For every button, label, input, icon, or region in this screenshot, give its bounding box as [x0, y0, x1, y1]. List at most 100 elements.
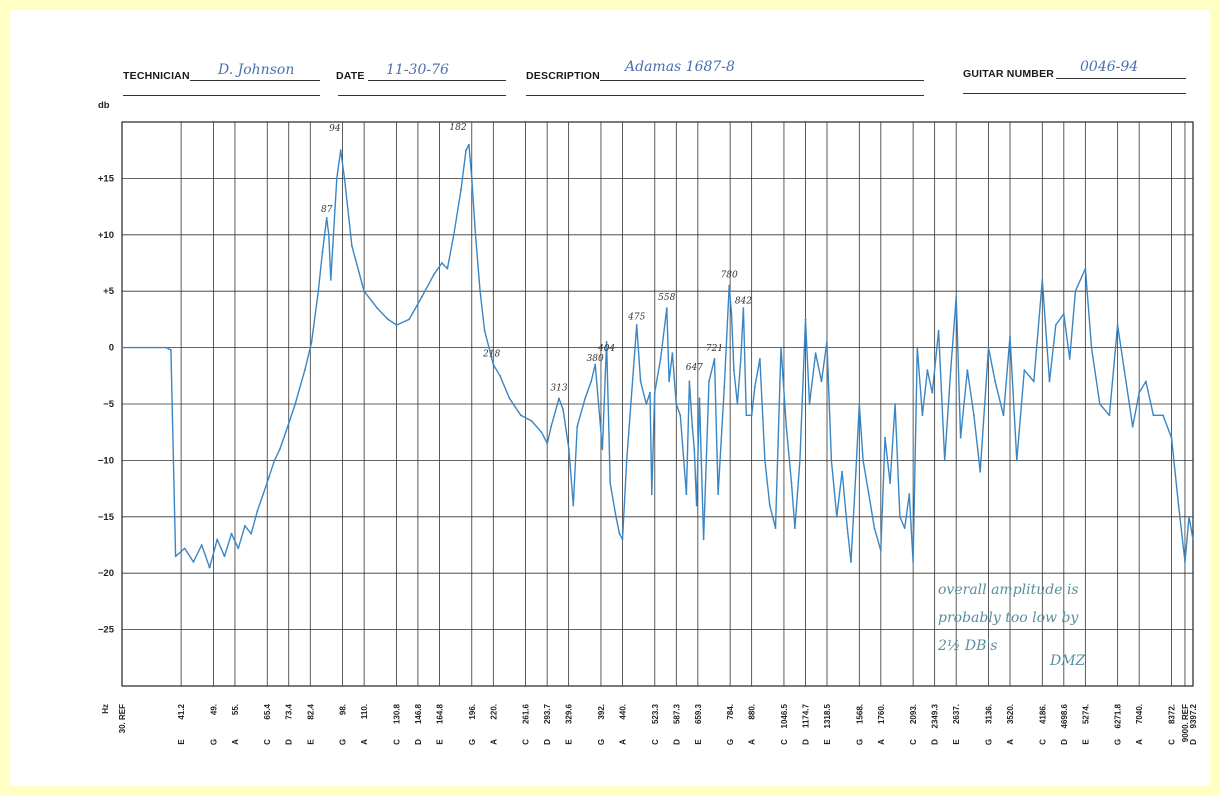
response-point — [376, 307, 379, 309]
response-point — [820, 380, 823, 383]
response-point — [708, 380, 710, 383]
response-point — [605, 341, 608, 343]
response-point — [903, 527, 906, 529]
response-point — [558, 397, 560, 400]
response-point — [329, 279, 332, 281]
response-point — [479, 290, 481, 293]
x-tick-note-label: G — [209, 739, 218, 745]
x-tick-hz-label: 9397.2 — [1189, 703, 1198, 728]
response-point — [912, 561, 914, 563]
guitar-number-underline — [1056, 78, 1186, 79]
x-tick-hz-label: 784. — [726, 704, 735, 720]
response-point — [343, 177, 346, 180]
response-point — [826, 341, 828, 343]
response-point — [550, 425, 552, 428]
response-point — [174, 555, 177, 558]
x-tick-note-label: C — [392, 739, 401, 745]
x-tick-hz-label: 392. — [597, 704, 606, 720]
y-tick-label: +5 — [103, 286, 115, 297]
frequency-response-chart: +15 +10 +5 0 −5 −10 −15 −20 −25 db 30. REF 41.2 E 49.… — [98, 100, 1198, 745]
response-point — [987, 346, 990, 349]
response-point — [421, 295, 423, 298]
x-tick-note-label: C — [522, 739, 531, 745]
response-point — [121, 346, 123, 349]
response-point — [546, 442, 549, 445]
response-point — [973, 414, 975, 417]
response-point — [693, 448, 696, 450]
x-tick-note-label: G — [1114, 739, 1123, 745]
x-tick-hz-label: 7040. — [1135, 704, 1144, 724]
response-point — [785, 425, 788, 428]
guitar-number-label: GUITAR NUMBER — [963, 68, 1055, 80]
x-tick-note-label: A — [618, 739, 627, 745]
technician-underline — [190, 80, 320, 81]
x-tick-note-label: E — [435, 739, 444, 745]
response-point — [1131, 425, 1134, 428]
response-point — [1177, 504, 1180, 507]
x-tick-note-label: G — [339, 739, 348, 745]
x-tick-hz-label: 49. — [209, 704, 218, 715]
x-tick-note-label: G — [855, 739, 864, 745]
chart-axes: +15 +10 +5 0 −5 −10 −15 −20 −25 db 30. REF 41.2 E 49.… — [98, 100, 1198, 745]
response-point — [262, 493, 265, 496]
response-point — [1074, 290, 1077, 293]
x-tick-note-label: A — [1006, 739, 1015, 745]
response-point — [894, 403, 896, 405]
x-tick-hz-label: 1174.7 — [801, 703, 810, 728]
x-tick-note-label: G — [468, 739, 477, 745]
response-point — [317, 290, 320, 293]
response-point — [562, 408, 564, 411]
response-point — [926, 369, 929, 372]
response-point — [618, 532, 621, 535]
x-tick-note-label: A — [231, 739, 240, 745]
peak-annotation: 475 — [627, 312, 645, 322]
response-point — [650, 493, 653, 496]
response-point — [351, 245, 353, 248]
response-point — [768, 504, 771, 507]
x-tick-note-label: E — [565, 739, 574, 745]
x-tick-hz-label: 1568. — [855, 704, 864, 724]
x-tick-hz-label: 130.8 — [392, 703, 401, 724]
response-point — [884, 436, 886, 439]
x-tick-note-label: C — [909, 739, 918, 745]
response-point — [675, 403, 678, 405]
response-point — [867, 493, 870, 496]
response-point — [208, 566, 211, 569]
response-point — [959, 436, 962, 439]
response-point — [584, 397, 586, 400]
x-tick-hz-label: 2637. — [952, 704, 961, 724]
response-point — [671, 352, 674, 355]
peak-annotation: 182 — [449, 123, 466, 133]
x-tick-note-label: E — [306, 739, 315, 745]
response-point — [702, 538, 705, 541]
guitar-number-rule-2 — [963, 93, 1186, 94]
response-point — [441, 262, 443, 264]
peak-annotation: 87 — [321, 205, 333, 215]
x-tick-note-label: D — [543, 739, 552, 745]
response-point — [841, 470, 843, 473]
response-point — [979, 470, 982, 473]
date-label: DATE — [336, 70, 365, 82]
response-point — [759, 358, 761, 360]
x-tick-hz-label: 164.8 — [435, 703, 444, 724]
response-point — [590, 380, 593, 383]
response-point — [745, 414, 748, 417]
response-point — [1108, 414, 1111, 417]
x-tick-note-label: D — [672, 739, 681, 745]
x-tick-note-label: D — [801, 739, 810, 745]
response-point — [433, 273, 435, 276]
response-point — [855, 470, 857, 473]
x-tick-hz-label: 3520. — [1006, 704, 1015, 724]
response-point — [949, 369, 952, 372]
x-tick-hz-label: 261.6 — [522, 703, 531, 724]
response-point — [279, 448, 281, 450]
x-tick-note-label: G — [597, 739, 606, 745]
x-tick-hz-label: 30. REF — [118, 704, 127, 733]
response-point — [717, 493, 719, 496]
response-point — [736, 403, 739, 405]
response-point — [1068, 358, 1071, 360]
response-point — [286, 425, 289, 428]
x-tick-hz-label: 55. — [231, 704, 240, 715]
x-tick-note-label: C — [780, 739, 789, 745]
